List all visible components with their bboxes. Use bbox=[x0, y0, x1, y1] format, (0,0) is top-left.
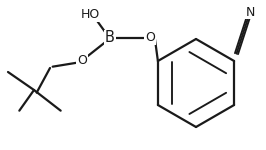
Text: O: O bbox=[145, 32, 155, 45]
Text: HO: HO bbox=[80, 9, 100, 21]
Text: B: B bbox=[105, 30, 115, 45]
Text: O: O bbox=[77, 54, 87, 66]
Text: N: N bbox=[245, 6, 255, 18]
